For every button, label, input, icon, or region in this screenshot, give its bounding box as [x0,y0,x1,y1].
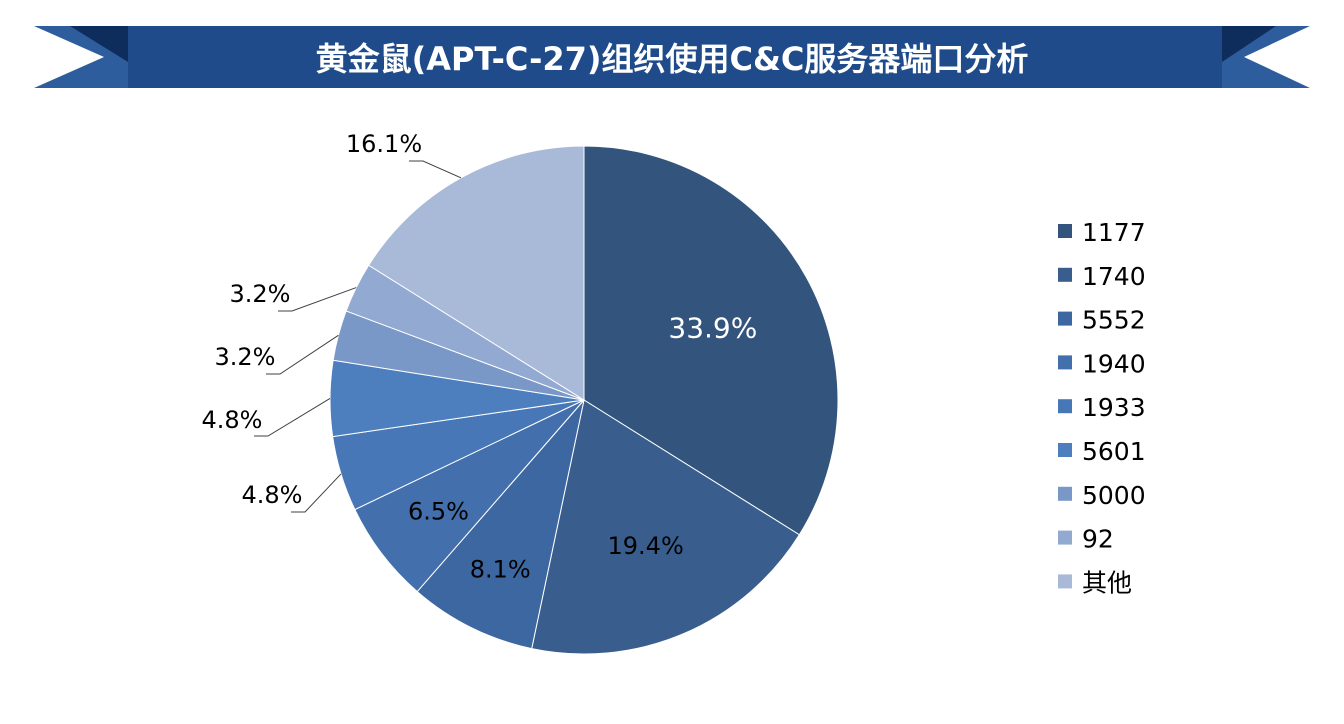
banner-bar [128,26,1222,88]
legend-label-5552: 5552 [1082,306,1146,335]
legend: 1177 1740 5552 1940 1933 5601 5000 92 其他 [1058,218,1146,597]
pie-slice-1177 [583,145,839,536]
legend-label-其他: 其他 [1082,568,1132,597]
pie-slices [329,145,839,655]
data-label-5552: 8.1% [470,555,531,583]
legend-label-1940: 1940 [1082,349,1146,378]
title-banner: 黄金鼠(APT-C-27)组织使用C&C服务器端口分析 [34,26,1310,88]
data-label-1740: 19.4% [608,532,684,560]
banner-fold-right [1222,26,1276,62]
data-label-其他: 16.1% [346,130,422,158]
data-label-5601: 4.8% [202,406,263,434]
pie-data-labels: 33.9% 19.4% 8.1% 6.5% 4.8% 4.8% 3.2% 3.2% 16.1% [202,130,758,583]
legend-swatch-5552 [1058,311,1072,326]
legend-swatch-92 [1058,530,1072,545]
banner-fold-left [70,26,128,62]
legend-label-5000: 5000 [1082,481,1146,510]
leader-line-92 [278,287,357,312]
legend-swatch-5000 [1058,486,1072,501]
pie-slice-其他 [368,145,585,401]
legend-label-5601: 5601 [1082,437,1146,466]
leader-line-其他 [409,160,462,179]
data-label-5000: 3.2% [215,343,276,371]
legend-swatch-5601 [1058,443,1072,457]
legend-label-1933: 1933 [1082,393,1146,422]
leader-line-5000 [266,334,339,375]
chart-title: 黄金鼠(APT-C-27)组织使用C&C服务器端口分析 [316,40,1029,78]
legend-swatch-其他 [1058,574,1072,589]
legend-swatch-1940 [1058,355,1072,370]
legend-label-1740: 1740 [1082,262,1146,291]
data-label-92: 3.2% [230,280,291,308]
legend-label-92: 92 [1082,525,1114,554]
data-label-1940: 6.5% [408,498,469,526]
leader-line-1933 [291,473,342,513]
legend-swatch-1177 [1058,224,1072,238]
legend-swatch-1740 [1058,267,1072,282]
data-label-1933: 4.8% [242,481,303,509]
leader-line-5601 [254,397,331,437]
legend-swatch-1933 [1058,399,1072,414]
legend-label-1177: 1177 [1082,218,1146,247]
data-label-1177: 33.9% [668,312,757,345]
pie-slice-1740 [531,399,800,655]
pie-slice-5552 [416,398,585,650]
